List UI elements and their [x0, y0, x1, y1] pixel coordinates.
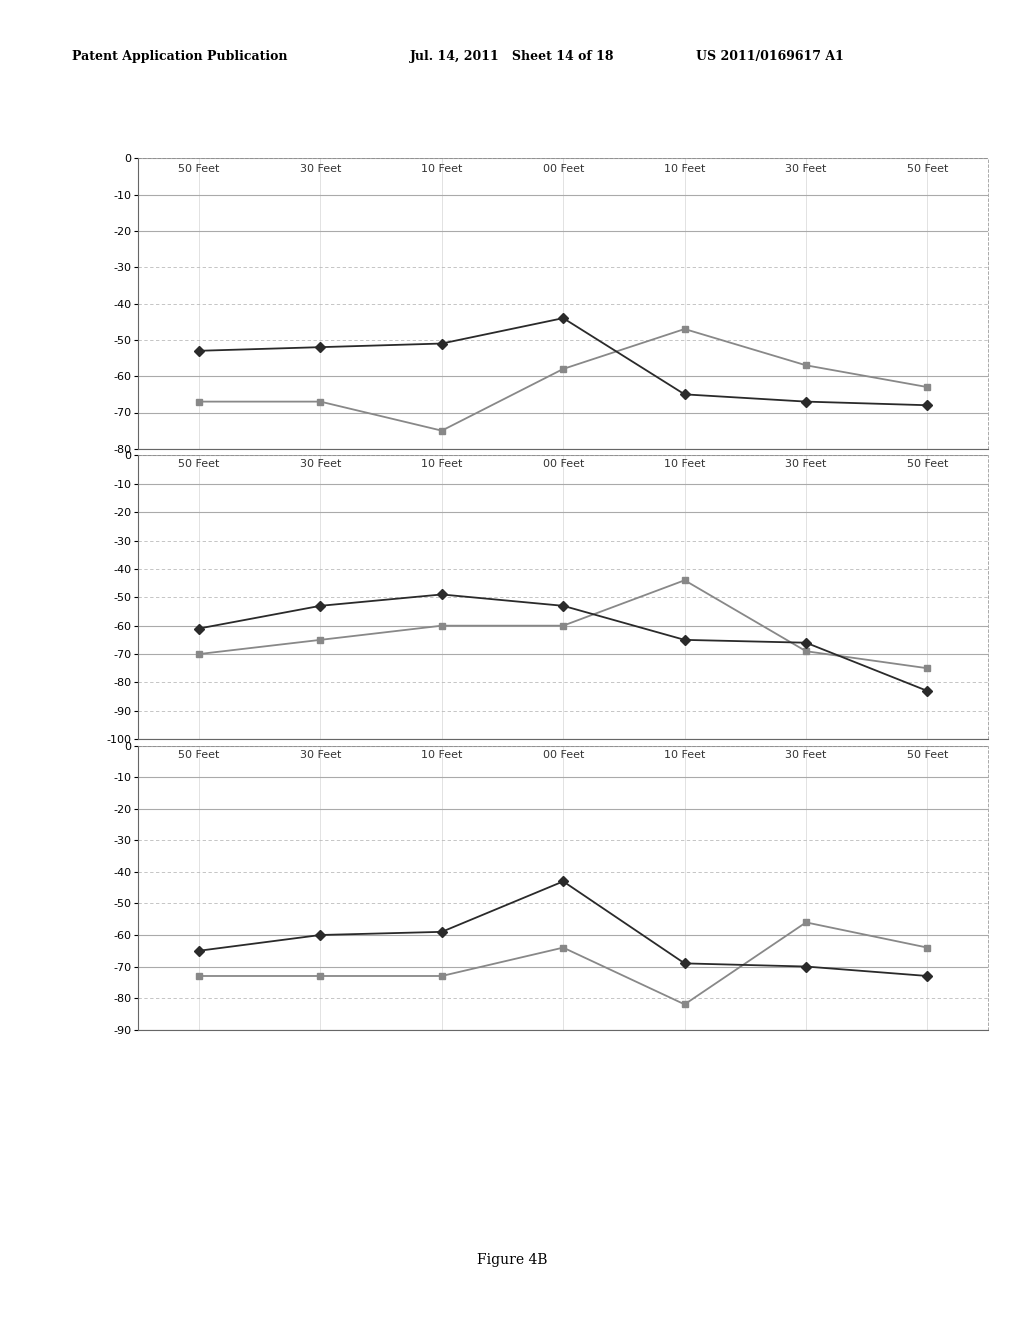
Text: Patent Application Publication: Patent Application Publication [72, 50, 287, 63]
Text: 30 Feet: 30 Feet [785, 750, 826, 760]
Text: 50 Feet: 50 Feet [178, 459, 219, 469]
Text: 30 Feet: 30 Feet [300, 164, 341, 174]
Text: 10 Feet: 10 Feet [664, 164, 706, 174]
Text: 10 Feet: 10 Feet [664, 459, 706, 469]
Text: 30 Feet: 30 Feet [785, 164, 826, 174]
Text: 10 Feet: 10 Feet [664, 750, 706, 760]
Text: US 2011/0169617 A1: US 2011/0169617 A1 [696, 50, 844, 63]
Text: 10 Feet: 10 Feet [421, 164, 463, 174]
Text: 10 Feet: 10 Feet [421, 750, 463, 760]
Text: 50 Feet: 50 Feet [907, 459, 948, 469]
Text: 00 Feet: 00 Feet [543, 750, 584, 760]
Text: 50 Feet: 50 Feet [178, 164, 219, 174]
Text: 30 Feet: 30 Feet [300, 750, 341, 760]
Text: Jul. 14, 2011   Sheet 14 of 18: Jul. 14, 2011 Sheet 14 of 18 [410, 50, 614, 63]
Text: 30 Feet: 30 Feet [300, 459, 341, 469]
Text: 30 Feet: 30 Feet [785, 459, 826, 469]
Text: 10 Feet: 10 Feet [421, 459, 463, 469]
Text: 50 Feet: 50 Feet [907, 750, 948, 760]
Text: 50 Feet: 50 Feet [178, 750, 219, 760]
Text: 00 Feet: 00 Feet [543, 164, 584, 174]
Text: Figure 4B: Figure 4B [477, 1253, 547, 1267]
Text: 50 Feet: 50 Feet [907, 164, 948, 174]
Text: 00 Feet: 00 Feet [543, 459, 584, 469]
